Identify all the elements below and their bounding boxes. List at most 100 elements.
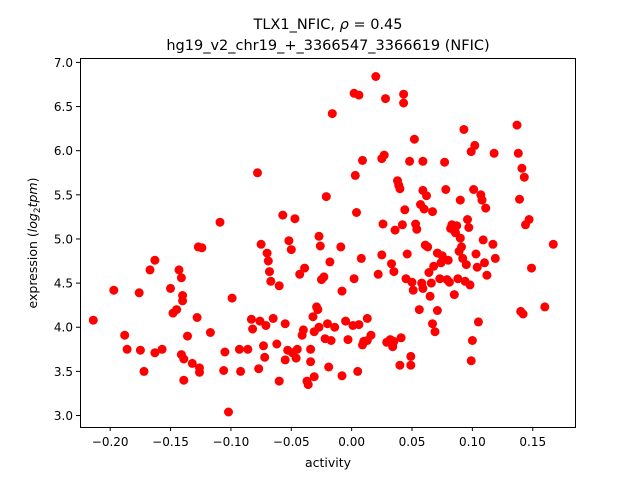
data-point-180: [455, 233, 465, 243]
data-point-205: [490, 253, 500, 263]
data-point-85: [324, 362, 334, 372]
data-point-36: [243, 344, 253, 354]
data-point-179: [455, 195, 465, 205]
data-point-93: [341, 316, 351, 326]
data-point-199: [478, 235, 488, 245]
data-point-4: [134, 288, 144, 298]
data-point-86: [325, 257, 335, 267]
data-point-18: [178, 296, 188, 306]
x-axis-ticks: −0.20 −0.15 −0.10 −0.05 0.00 0.05 0.10 0.15: [92, 427, 546, 449]
data-point-198: [477, 195, 487, 205]
y-axis-ticks: 3.0 3.5 4.0 4.5 5.0 5.5 6.0 6.5 7.0: [54, 56, 80, 423]
data-point-34: [234, 344, 244, 354]
data-point-67: [300, 263, 310, 273]
x-axis-label: activity: [305, 455, 352, 470]
data-point-101: [354, 320, 364, 330]
x-tick-label: −0.05: [273, 435, 310, 449]
data-point-137: [406, 351, 416, 361]
data-point-8: [150, 255, 160, 265]
data-point-207: [513, 148, 523, 158]
y-tick-label: 7.0: [54, 56, 73, 70]
data-point-133: [400, 205, 410, 215]
x-tick-label: 0.05: [399, 435, 426, 449]
data-point-66: [298, 325, 308, 335]
data-point-203: [488, 239, 498, 249]
data-point-22: [187, 358, 197, 368]
data-point-131: [399, 98, 409, 108]
data-point-43: [259, 341, 268, 351]
data-point-103: [356, 253, 366, 263]
data-point-87: [326, 336, 336, 345]
plot-frame: [80, 58, 576, 428]
data-point-72: [308, 312, 318, 322]
x-tick-label: 0.15: [519, 435, 546, 449]
data-point-153: [423, 242, 433, 252]
x-tick-label: −0.20: [92, 435, 129, 449]
data-point-69: [303, 380, 313, 390]
data-point-188: [465, 280, 475, 290]
data-point-214: [524, 215, 534, 224]
data-point-170: [444, 277, 454, 287]
data-point-130: [397, 220, 407, 230]
data-point-50: [268, 313, 278, 323]
data-point-195: [472, 262, 482, 272]
data-point-88: [327, 109, 337, 119]
data-point-39: [253, 168, 262, 178]
data-point-185: [461, 260, 471, 270]
data-point-100: [353, 366, 363, 376]
data-point-183: [459, 125, 469, 134]
data-point-132: [399, 89, 409, 99]
data-point-159: [429, 261, 439, 271]
data-point-128: [395, 360, 405, 370]
data-point-62: [291, 353, 301, 363]
data-point-143: [412, 224, 422, 234]
data-point-177: [453, 274, 463, 284]
data-point-217: [548, 239, 558, 249]
data-point-20: [179, 375, 189, 385]
y-tick-label: 4.0: [54, 321, 73, 335]
data-point-76: [313, 305, 323, 315]
data-point-53: [274, 281, 284, 291]
data-point-99: [352, 208, 361, 217]
data-point-164: [436, 258, 446, 268]
data-point-71: [306, 357, 316, 367]
data-point-112: [377, 250, 387, 260]
data-point-212: [519, 172, 529, 182]
y-tick-label: 3.0: [54, 409, 73, 423]
data-point-44: [260, 352, 270, 362]
y-tick-label: 5.5: [54, 188, 73, 202]
data-point-31: [220, 347, 230, 357]
data-point-15: [176, 273, 186, 283]
data-point-6: [139, 366, 149, 376]
data-point-56: [280, 355, 290, 365]
data-point-48: [265, 267, 274, 277]
y-tick-label: 6.5: [54, 100, 73, 114]
data-point-123: [389, 336, 399, 346]
data-point-194: [471, 249, 481, 259]
data-point-78: [314, 322, 324, 332]
data-point-193: [470, 140, 480, 150]
data-point-208: [515, 194, 524, 204]
data-point-135: [402, 249, 412, 259]
data-point-63: [292, 344, 302, 354]
data-point-2: [120, 330, 130, 340]
data-point-21: [183, 331, 192, 341]
data-point-51: [272, 339, 282, 349]
data-point-115: [379, 150, 389, 160]
data-point-29: [215, 217, 225, 227]
data-point-89: [330, 322, 340, 332]
data-point-152: [422, 191, 431, 201]
data-point-40: [254, 364, 264, 374]
data-point-201: [481, 203, 491, 213]
data-point-155: [425, 291, 435, 301]
data-point-149: [418, 156, 428, 166]
data-point-140: [408, 285, 418, 295]
data-point-141: [409, 134, 419, 144]
data-point-97: [349, 274, 359, 284]
x-tick-label: −0.10: [213, 435, 250, 449]
data-point-192: [469, 185, 479, 194]
data-point-54: [278, 210, 288, 220]
y-label-subscript: 2: [33, 207, 43, 213]
data-point-33: [227, 293, 237, 303]
data-point-13: [172, 305, 182, 315]
